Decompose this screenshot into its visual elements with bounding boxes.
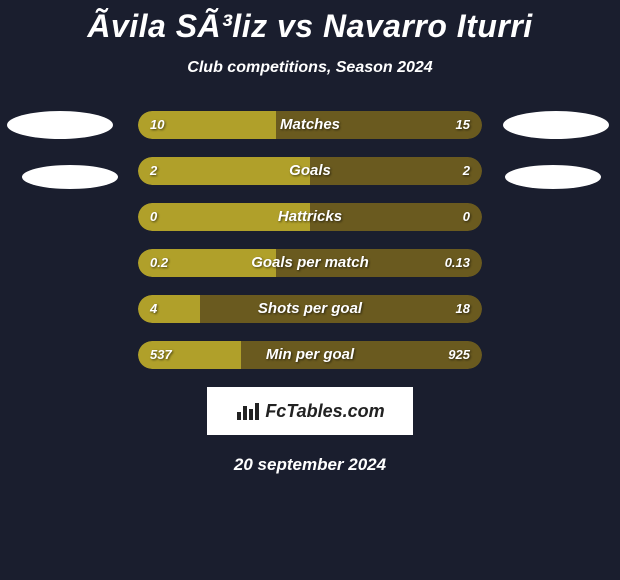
stat-label: Min per goal (138, 341, 482, 369)
fctables-logo: FcTables.com (207, 387, 413, 435)
stat-row: 418Shots per goal (138, 295, 482, 323)
stat-row: 00Hattricks (138, 203, 482, 231)
logo-text: FcTables.com (265, 401, 384, 422)
stat-label: Shots per goal (138, 295, 482, 323)
bar-chart-icon (235, 400, 261, 422)
snapshot-date: 20 september 2024 (0, 455, 620, 475)
stat-label: Matches (138, 111, 482, 139)
stat-row: 0.20.13Goals per match (138, 249, 482, 277)
player-right-photo-placeholder (503, 111, 609, 139)
bar-rows-container: 1015Matches 22Goals 00Hattricks 0.20.13Goal… (138, 111, 482, 369)
page-title: Ãvila SÃ³liz vs Navarro Iturri (0, 0, 620, 45)
comparison-chart: 1015Matches 22Goals 00Hattricks 0.20.13Goal… (0, 111, 620, 475)
player-left-photo-placeholder (7, 111, 113, 139)
stat-row: 537925Min per goal (138, 341, 482, 369)
player-right-photo-placeholder (505, 165, 601, 189)
stat-label: Goals (138, 157, 482, 185)
stat-row: 22Goals (138, 157, 482, 185)
stat-row: 1015Matches (138, 111, 482, 139)
player-left-photo-placeholder (22, 165, 118, 189)
page-subtitle: Club competitions, Season 2024 (0, 59, 620, 77)
stat-label: Hattricks (138, 203, 482, 231)
stat-label: Goals per match (138, 249, 482, 277)
